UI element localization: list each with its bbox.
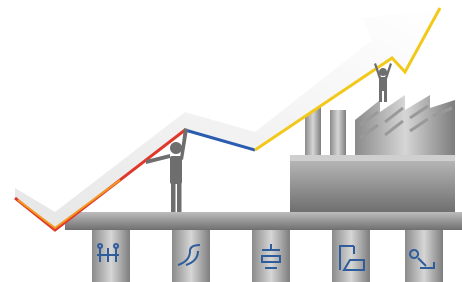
factory — [290, 95, 455, 212]
platform — [65, 212, 462, 230]
illustration — [0, 0, 462, 282]
